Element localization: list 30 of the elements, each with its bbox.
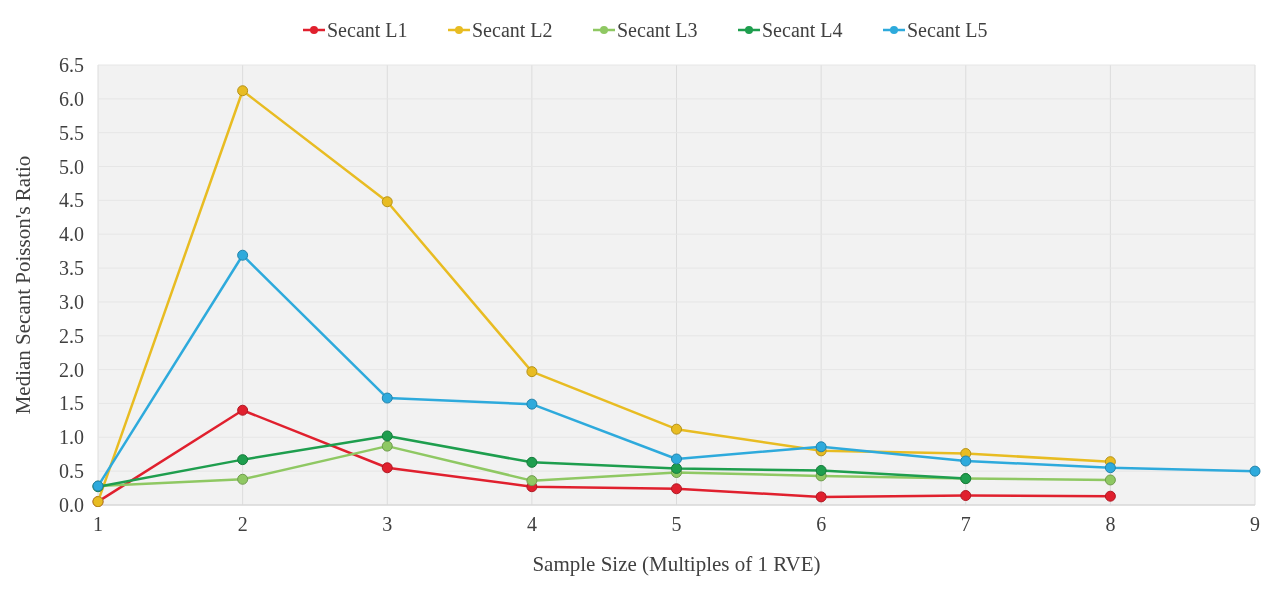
y-tick-label: 1.0 (59, 426, 84, 449)
y-tick-label: 2.0 (59, 358, 84, 381)
y-tick-label: 4.5 (59, 189, 84, 212)
legend-label: Secant L5 (907, 19, 988, 41)
x-tick-label: 9 (1250, 513, 1260, 535)
x-tick-label: 5 (671, 513, 682, 535)
y-tick-label: 0.0 (59, 494, 84, 516)
x-tick-label: 6 (816, 513, 827, 535)
y-tick-label: 5.0 (59, 155, 84, 178)
x-tick-label: 4 (526, 513, 537, 535)
y-tick-label: 5.5 (59, 121, 84, 144)
y-tick-label: 3.5 (59, 257, 84, 280)
x-axis-title: Sample Size (Multiples of 1 RVE) (532, 552, 821, 576)
y-tick-label: 6.5 (59, 54, 84, 76)
x-tick-label: 3 (382, 513, 393, 535)
legend-label: Secant L2 (472, 19, 553, 41)
x-tick-label: 2 (237, 513, 248, 535)
legend-label: Secant L4 (762, 19, 843, 41)
x-tick-label: 8 (1105, 513, 1116, 535)
y-tick-label: 3.0 (59, 290, 84, 313)
y-axis-title: Median Secant Poisson's Ratio (11, 155, 35, 415)
x-tick-label: 7 (960, 513, 971, 535)
x-tick-label: 1 (93, 513, 103, 535)
y-tick-label: 4.0 (59, 223, 84, 246)
legend-label: Secant L1 (327, 19, 408, 41)
y-tick-label: 6.0 (59, 87, 84, 110)
legend-label: Secant L3 (617, 19, 698, 41)
y-tick-label: 0.5 (59, 460, 84, 483)
y-tick-label: 2.5 (59, 324, 84, 347)
y-tick-label: 1.5 (59, 392, 84, 415)
